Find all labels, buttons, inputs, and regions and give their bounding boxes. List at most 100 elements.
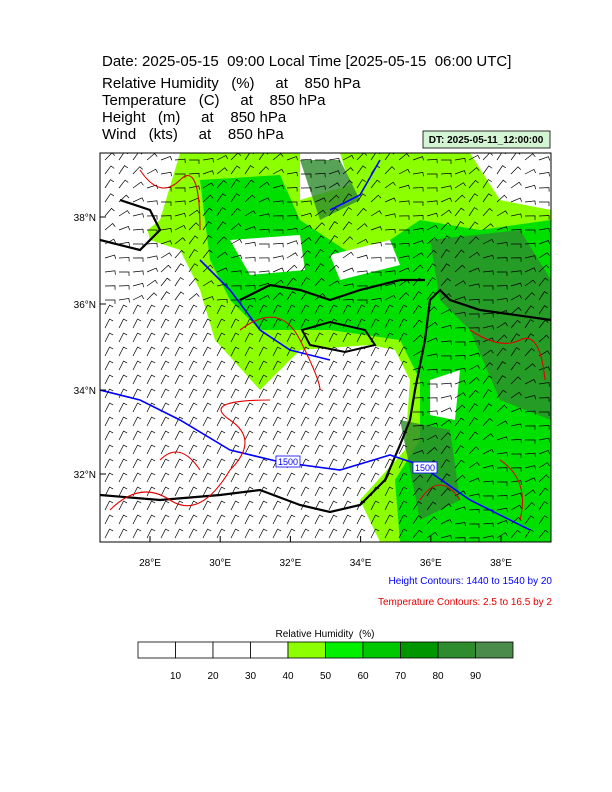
wind-barb bbox=[160, 252, 172, 259]
wind-barb bbox=[538, 291, 549, 301]
wind-barb bbox=[524, 184, 537, 190]
wind-barb bbox=[496, 507, 508, 513]
wind-barb bbox=[510, 423, 522, 428]
wind-barb bbox=[524, 200, 536, 205]
wind-barb bbox=[384, 360, 394, 371]
wind-barb bbox=[202, 388, 212, 399]
wind-barb bbox=[328, 472, 338, 483]
wind-barb bbox=[216, 430, 226, 441]
wind-barb bbox=[118, 346, 128, 357]
wind-barb bbox=[482, 535, 495, 540]
wind-barb bbox=[454, 417, 465, 427]
colorbar-box bbox=[362, 641, 401, 659]
wind-barb bbox=[524, 333, 535, 343]
wind-barb bbox=[412, 187, 424, 192]
wind-barb bbox=[440, 185, 452, 190]
wind-barb bbox=[216, 360, 226, 371]
wind-barb bbox=[314, 159, 326, 164]
wind-barb bbox=[314, 514, 324, 525]
wind-barb bbox=[384, 402, 394, 413]
wind-barb bbox=[286, 252, 298, 259]
wind-barb bbox=[356, 472, 366, 483]
wind-barb bbox=[538, 187, 550, 192]
wind-barb bbox=[356, 444, 366, 455]
wind-barb bbox=[258, 243, 270, 248]
wind-barb bbox=[244, 285, 256, 290]
wind-barb bbox=[146, 255, 158, 260]
wind-barb bbox=[104, 500, 114, 511]
wind-barb bbox=[328, 402, 338, 413]
wind-barb bbox=[104, 153, 116, 161]
wind-barb bbox=[132, 197, 145, 203]
wind-barb bbox=[202, 235, 213, 245]
wind-barb bbox=[496, 210, 508, 217]
wind-barb bbox=[370, 500, 380, 511]
wind-barb bbox=[412, 487, 423, 497]
wind-barb bbox=[356, 254, 369, 260]
wind-barb bbox=[454, 537, 466, 542]
wind-barb bbox=[258, 388, 268, 399]
wind-barb bbox=[426, 277, 436, 287]
wind-barb bbox=[328, 182, 340, 189]
wind-barb bbox=[258, 444, 268, 455]
wind-barb bbox=[538, 425, 550, 430]
wind-barb bbox=[286, 346, 296, 357]
wind-barb bbox=[202, 430, 212, 441]
wind-barb bbox=[314, 430, 324, 441]
wind-barb bbox=[160, 318, 170, 329]
wind-barb bbox=[258, 486, 268, 497]
wind-barb bbox=[230, 332, 240, 343]
wind-barb bbox=[160, 201, 172, 206]
wind-barb bbox=[412, 366, 425, 371]
wind-barb bbox=[258, 430, 268, 441]
wind-barb bbox=[524, 215, 536, 220]
wind-barb bbox=[216, 154, 229, 161]
wind-barb bbox=[230, 165, 241, 175]
wind-barb bbox=[118, 500, 128, 511]
wind-barb bbox=[230, 207, 241, 217]
wind-barb bbox=[454, 404, 466, 413]
colorbar-box bbox=[137, 641, 176, 659]
wind-barb bbox=[342, 298, 354, 304]
wind-barb bbox=[146, 184, 159, 190]
wind-barb bbox=[286, 264, 298, 273]
wind-barb bbox=[230, 472, 240, 483]
wind-barb bbox=[258, 270, 270, 275]
wind-barb bbox=[244, 165, 255, 175]
wind-barb bbox=[356, 388, 366, 399]
wind-barb bbox=[496, 389, 507, 399]
wind-barb bbox=[454, 327, 466, 332]
wind-barb bbox=[118, 360, 128, 371]
wind-barb bbox=[412, 397, 424, 402]
wind-barb bbox=[482, 349, 494, 357]
wind-barb bbox=[202, 444, 212, 455]
wind-barb bbox=[216, 416, 226, 427]
wind-barb bbox=[398, 402, 408, 413]
wind-barb bbox=[174, 318, 184, 329]
wind-barb bbox=[160, 264, 172, 273]
wind-barb bbox=[104, 285, 116, 290]
wind-barb bbox=[510, 153, 521, 161]
wind-barb bbox=[314, 172, 326, 178]
wind-barb bbox=[188, 486, 198, 497]
wind-barb bbox=[146, 500, 156, 511]
wind-barb bbox=[174, 263, 185, 273]
wind-barb bbox=[300, 388, 310, 399]
wind-barb bbox=[272, 215, 284, 220]
wind-barb bbox=[370, 528, 380, 539]
wind-barb bbox=[202, 182, 214, 189]
wind-barb bbox=[104, 254, 117, 260]
wind-barb bbox=[454, 182, 466, 189]
wind-barb bbox=[118, 458, 128, 469]
wind-barb bbox=[413, 201, 424, 206]
wind-barb bbox=[426, 383, 438, 388]
wind-barb bbox=[412, 501, 423, 511]
wind-barb bbox=[286, 318, 296, 329]
wind-barb bbox=[230, 153, 242, 161]
wind-barb bbox=[454, 280, 466, 287]
wind-barb bbox=[188, 209, 200, 217]
wind-barb bbox=[426, 249, 437, 259]
wind-barb bbox=[216, 346, 226, 357]
wind-barb bbox=[524, 489, 536, 497]
wind-barb bbox=[300, 444, 310, 455]
